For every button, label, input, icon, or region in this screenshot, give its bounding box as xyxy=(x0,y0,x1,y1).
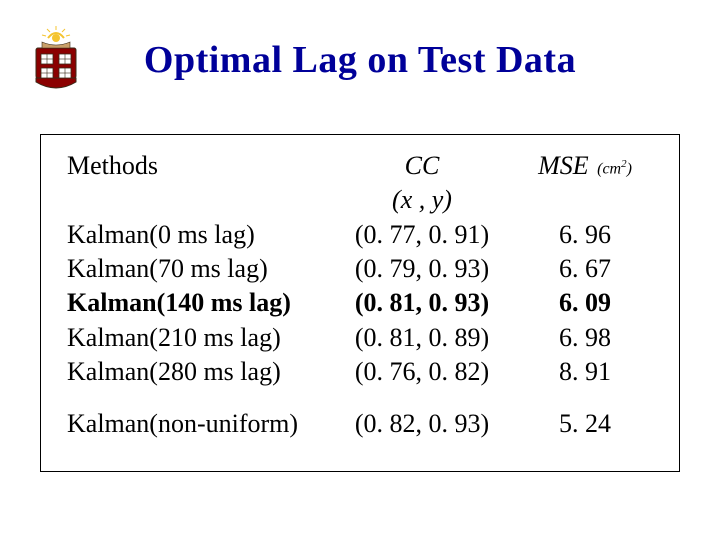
cell-cc: (0. 76, 0. 82) xyxy=(337,355,507,389)
cell-method: Kalman(280 ms lag) xyxy=(67,355,337,389)
table-row: Kalman(70 ms lag) (0. 79, 0. 93) 6. 67 xyxy=(67,252,659,286)
cell-method: Kalman(non-uniform) xyxy=(67,407,337,441)
header-methods: Methods xyxy=(67,149,337,183)
cell-mse: 6. 09 xyxy=(507,286,657,320)
subheader-xy: (x , y) xyxy=(337,183,507,217)
cell-cc: (0. 81, 0. 93) xyxy=(337,286,507,320)
cell-cc: (0. 77, 0. 91) xyxy=(337,218,507,252)
cell-mse: 6. 96 xyxy=(507,218,657,252)
header-mse-unit: (cm2) xyxy=(597,157,632,179)
spacer xyxy=(67,389,659,407)
table-row: Kalman(210 ms lag) (0. 81, 0. 89) 6. 98 xyxy=(67,321,659,355)
cell-mse: 5. 24 xyxy=(507,407,657,441)
cell-method: Kalman(210 ms lag) xyxy=(67,321,337,355)
cell-method: Kalman(140 ms lag) xyxy=(67,286,337,320)
cell-mse: 6. 67 xyxy=(507,252,657,286)
cell-cc: (0. 79, 0. 93) xyxy=(337,252,507,286)
table-row-footer: Kalman(non-uniform) (0. 82, 0. 93) 5. 24 xyxy=(67,407,659,441)
table-row: Kalman(0 ms lag) (0. 77, 0. 91) 6. 96 xyxy=(67,218,659,252)
cell-mse: 6. 98 xyxy=(507,321,657,355)
table-row: Kalman(280 ms lag) (0. 76, 0. 82) 8. 91 xyxy=(67,355,659,389)
cell-method: Kalman(70 ms lag) xyxy=(67,252,337,286)
table-row: Kalman(140 ms lag) (0. 81, 0. 93) 6. 09 xyxy=(67,286,659,320)
table-header-row: Methods CC MSE (cm2) xyxy=(67,149,659,183)
data-table: Methods CC MSE (cm2) (x , y) Kalman(0 ms… xyxy=(40,134,680,472)
cell-method: Kalman(0 ms lag) xyxy=(67,218,337,252)
header-cc: CC xyxy=(337,149,507,183)
header-mse-label: MSE xyxy=(538,151,589,180)
table-subheader-row: (x , y) xyxy=(67,183,659,217)
cell-mse: 8. 91 xyxy=(507,355,657,389)
slide-title: Optimal Lag on Test Data xyxy=(0,38,720,82)
cell-cc: (0. 81, 0. 89) xyxy=(337,321,507,355)
header-mse: MSE (cm2) xyxy=(507,149,657,183)
cell-cc: (0. 82, 0. 93) xyxy=(337,407,507,441)
